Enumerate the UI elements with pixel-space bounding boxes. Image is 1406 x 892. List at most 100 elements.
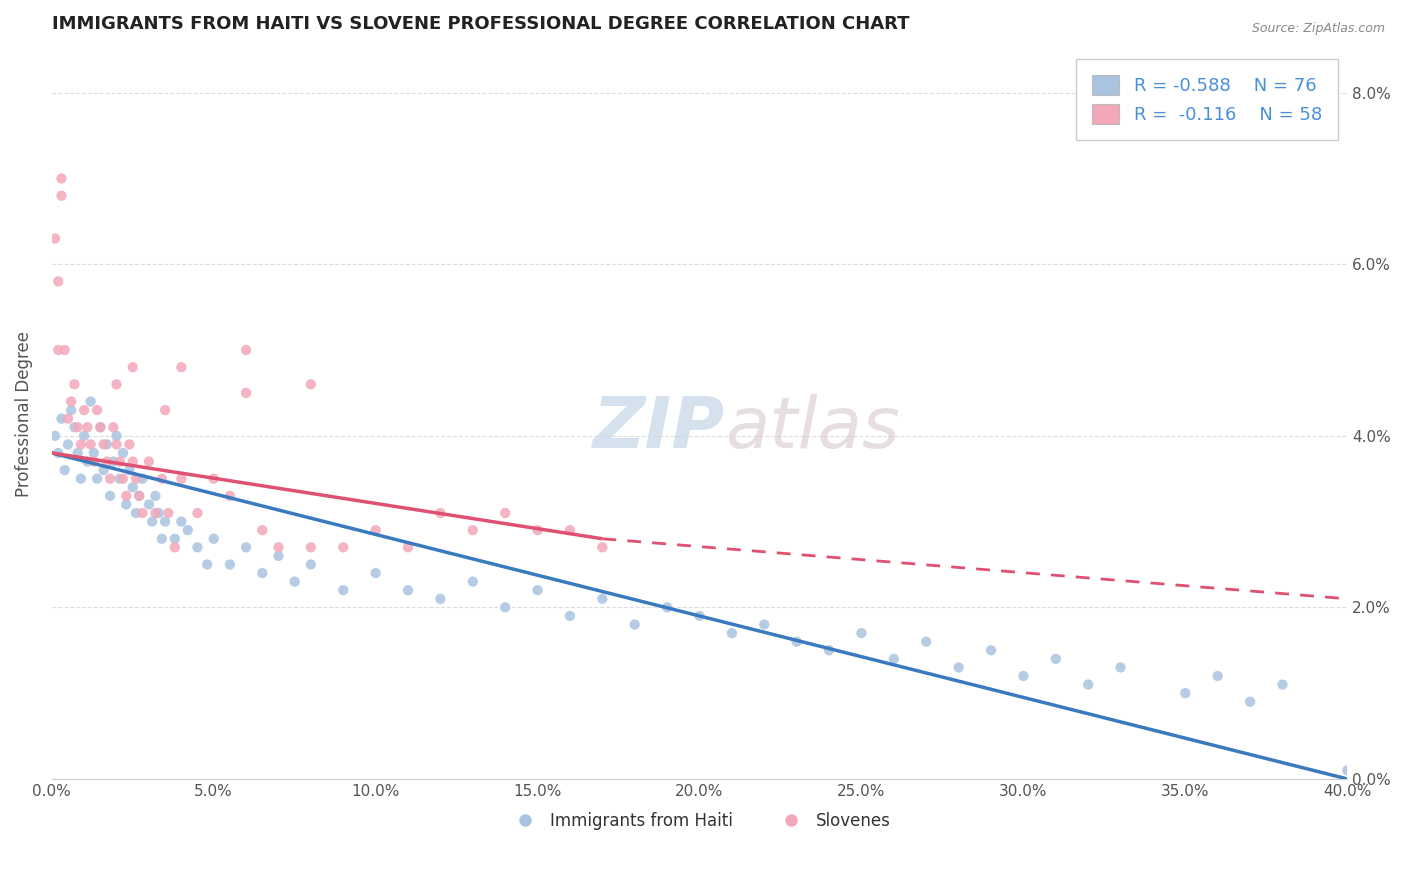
Point: [623, 617, 645, 632]
Point: [461, 523, 484, 537]
Point: [284, 574, 307, 589]
Point: [1109, 660, 1132, 674]
Point: [883, 652, 905, 666]
Point: [396, 583, 419, 598]
Point: [202, 472, 225, 486]
Point: [83, 446, 105, 460]
Point: [121, 360, 143, 375]
Point: [89, 420, 111, 434]
Point: [1239, 695, 1261, 709]
Point: [1336, 764, 1358, 778]
Point: [44, 231, 66, 245]
Legend: Immigrants from Haiti, Slovenes: Immigrants from Haiti, Slovenes: [502, 805, 897, 836]
Point: [46, 446, 69, 460]
Text: ZIP: ZIP: [593, 394, 725, 464]
Point: [267, 541, 290, 555]
Point: [170, 360, 193, 375]
Point: [170, 472, 193, 486]
Point: [51, 411, 73, 425]
Point: [131, 472, 153, 486]
Point: [73, 429, 96, 443]
Point: [128, 489, 150, 503]
Point: [96, 437, 118, 451]
Point: [332, 583, 354, 598]
Point: [429, 506, 451, 520]
Point: [118, 437, 141, 451]
Point: [76, 454, 98, 468]
Point: [299, 541, 322, 555]
Point: [115, 498, 138, 512]
Point: [1174, 686, 1197, 700]
Point: [46, 274, 69, 288]
Point: [332, 541, 354, 555]
Point: [299, 377, 322, 392]
Point: [63, 420, 86, 434]
Point: [721, 626, 744, 640]
Point: [1045, 652, 1067, 666]
Point: [252, 566, 274, 580]
Point: [364, 523, 387, 537]
Y-axis label: Professional Degree: Professional Degree: [15, 331, 32, 498]
Point: [76, 420, 98, 434]
Point: [44, 429, 66, 443]
Point: [111, 472, 134, 486]
Point: [125, 472, 148, 486]
Point: [364, 566, 387, 580]
Point: [56, 437, 79, 451]
Point: [145, 489, 167, 503]
Point: [105, 437, 128, 451]
Point: [153, 403, 176, 417]
Point: [429, 591, 451, 606]
Point: [177, 523, 200, 537]
Point: [66, 446, 89, 460]
Point: [93, 437, 115, 451]
Point: [70, 437, 93, 451]
Point: [148, 506, 170, 520]
Point: [186, 506, 208, 520]
Point: [105, 377, 128, 392]
Point: [108, 454, 131, 468]
Point: [53, 463, 76, 477]
Point: [46, 343, 69, 357]
Point: [70, 472, 93, 486]
Point: [1012, 669, 1035, 683]
Point: [79, 394, 101, 409]
Point: [86, 403, 108, 417]
Point: [591, 541, 613, 555]
Point: [73, 403, 96, 417]
Point: [157, 506, 180, 520]
Point: [980, 643, 1002, 657]
Point: [267, 549, 290, 563]
Point: [141, 515, 163, 529]
Point: [53, 343, 76, 357]
Point: [89, 420, 111, 434]
Text: IMMIGRANTS FROM HAITI VS SLOVENE PROFESSIONAL DEGREE CORRELATION CHART: IMMIGRANTS FROM HAITI VS SLOVENE PROFESS…: [52, 15, 910, 33]
Point: [558, 523, 581, 537]
Point: [948, 660, 970, 674]
Text: Source: ZipAtlas.com: Source: ZipAtlas.com: [1251, 22, 1385, 36]
Point: [115, 489, 138, 503]
Point: [299, 558, 322, 572]
Point: [93, 463, 115, 477]
Point: [98, 489, 121, 503]
Point: [150, 472, 173, 486]
Point: [103, 420, 125, 434]
Point: [96, 454, 118, 468]
Point: [51, 188, 73, 202]
Point: [186, 541, 208, 555]
Point: [558, 609, 581, 624]
Point: [138, 498, 160, 512]
Point: [56, 411, 79, 425]
Point: [235, 541, 257, 555]
Point: [103, 454, 125, 468]
Point: [170, 515, 193, 529]
Point: [121, 480, 143, 494]
Point: [1206, 669, 1229, 683]
Point: [235, 343, 257, 357]
Point: [83, 454, 105, 468]
Point: [786, 634, 808, 648]
Point: [494, 600, 516, 615]
Point: [526, 523, 548, 537]
Point: [145, 506, 167, 520]
Point: [150, 532, 173, 546]
